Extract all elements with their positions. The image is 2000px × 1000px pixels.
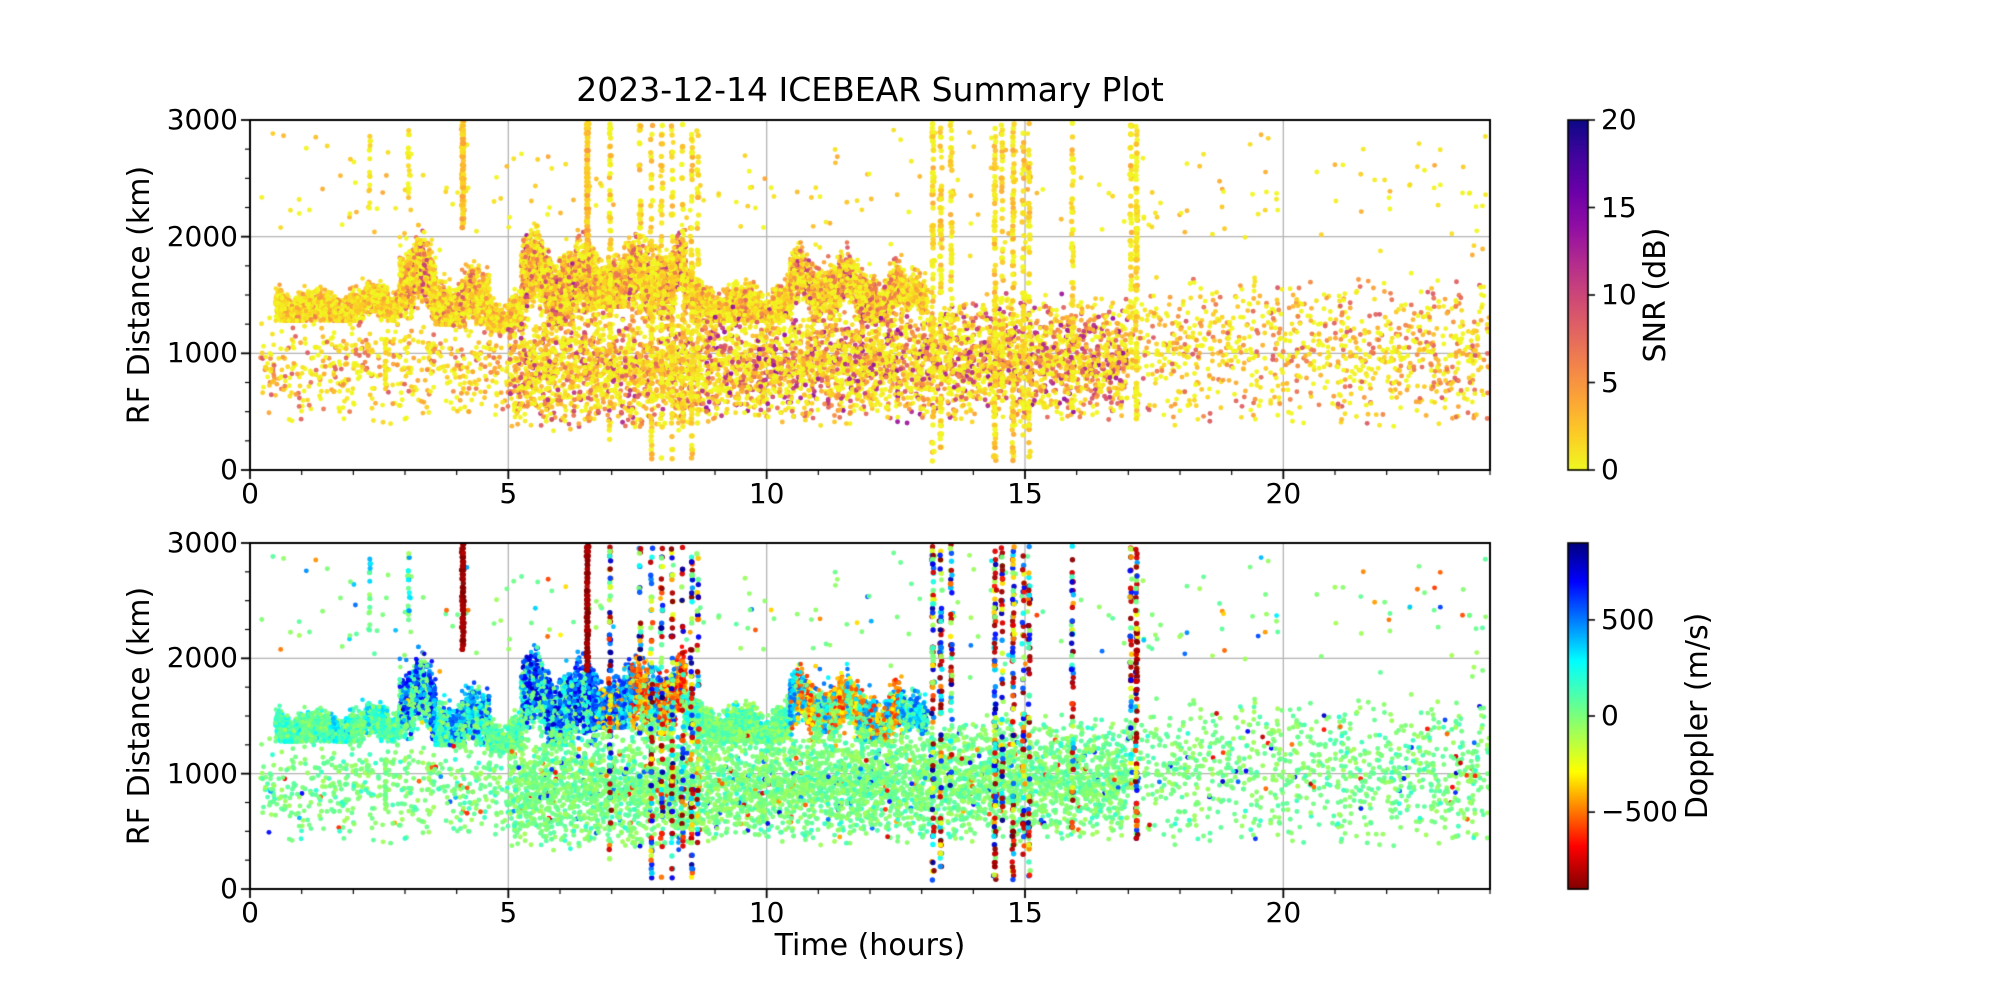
x-tick-label: 5: [499, 896, 518, 929]
x-tick-label: 10: [748, 477, 785, 510]
y-tick-label: 0: [220, 872, 238, 905]
y-tick-label: 1000: [166, 756, 238, 790]
doppler-colorbar: [1564, 539, 1624, 893]
x-tick-label: 10: [748, 896, 785, 929]
x-tick-label: 15: [1007, 896, 1043, 929]
y-tick-label: 2000: [166, 641, 238, 675]
doppler-scatter-panel: [236, 529, 1504, 903]
x-tick-label: 20: [1265, 896, 1302, 929]
colorbar-tick-label: 0: [1601, 453, 1619, 486]
y-tick-label: 3000: [166, 103, 238, 136]
y-tick-label: 2000: [166, 219, 238, 253]
snr-scatter-panel: [236, 106, 1504, 484]
x-tick-label: 0: [241, 896, 259, 929]
colorbar-tick-label: 500: [1601, 602, 1655, 636]
chart-title: 2023-12-14 ICEBEAR Summary Plot: [576, 70, 1164, 109]
snr-colorbar: [1564, 116, 1624, 474]
y-tick-label: 0: [220, 453, 238, 486]
x-tick-label: 20: [1265, 477, 1302, 510]
colorbar-tick-label: 5: [1601, 365, 1619, 399]
x-tick-label: 0: [241, 477, 259, 510]
x-tick-label: 15: [1007, 477, 1043, 510]
y-tick-label: 1000: [166, 336, 238, 370]
x-axis-label: Time (hours): [774, 928, 966, 963]
colorbar-tick-label: 20: [1601, 103, 1637, 136]
colorbar-tick-label: 15: [1601, 190, 1637, 224]
y-axis-label-top: RF Distance (km): [122, 165, 157, 425]
colorbar-tick-label: −500: [1601, 795, 1678, 829]
colorbar-tick-label: 0: [1601, 699, 1619, 732]
y-axis-label-bottom: RF Distance (km): [122, 586, 157, 846]
x-tick-label: 5: [499, 477, 518, 510]
colorbar-tick-label: 10: [1601, 278, 1637, 311]
y-tick-label: 3000: [166, 526, 238, 559]
